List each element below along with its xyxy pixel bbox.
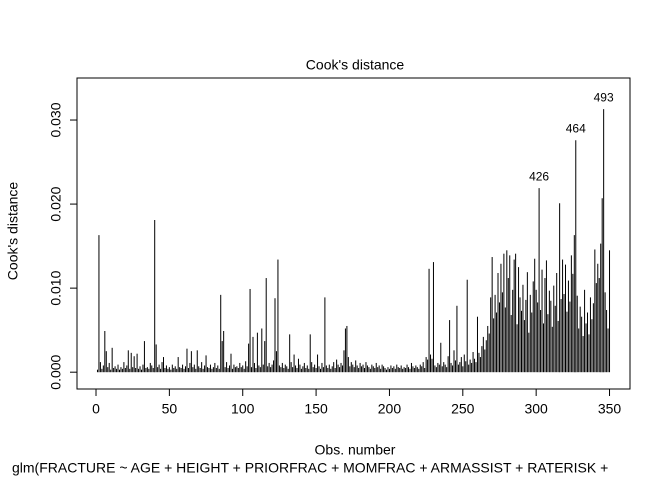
annotation: 426	[529, 169, 549, 183]
y-axis-label: Cook's distance	[5, 182, 21, 281]
x-tick-label: 200	[378, 401, 402, 417]
x-tick-label: 0	[92, 401, 100, 417]
subtitle: glm(FRACTURE ~ AGE + HEIGHT + PRIORFRAC …	[12, 460, 608, 476]
y-tick-label: 0.010	[48, 270, 64, 305]
x-tick-label: 350	[598, 401, 622, 417]
annotation: 464	[566, 121, 586, 135]
x-tick-label: 100	[231, 401, 255, 417]
x-tick-label: 300	[524, 401, 548, 417]
y-tick-label: 0.000	[48, 354, 64, 389]
x-tick-label: 50	[162, 401, 178, 417]
x-tick-label: 150	[304, 401, 328, 417]
y-tick-label: 0.020	[48, 186, 64, 221]
x-tick-label: 250	[451, 401, 475, 417]
chart-title: Cook's distance	[306, 57, 405, 73]
y-tick-label: 0.030	[48, 102, 64, 137]
annotation: 493	[594, 90, 614, 104]
x-axis-label: Obs. number	[315, 442, 396, 458]
